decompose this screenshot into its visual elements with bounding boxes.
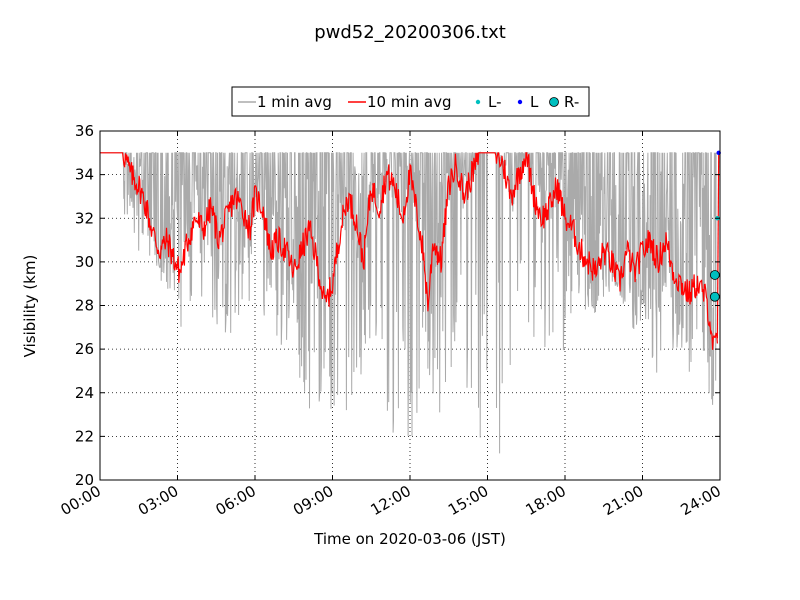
- y-tick-label: 32: [75, 209, 94, 227]
- plot-area: [99, 130, 721, 481]
- y-tick-label: 34: [75, 166, 94, 184]
- x-tick-label: 15:00: [445, 482, 491, 519]
- legend-label: L-: [488, 93, 502, 111]
- y-tick-label: 22: [75, 427, 94, 445]
- legend-box: [231, 86, 590, 117]
- legend-label: 10 min avg: [367, 93, 452, 111]
- y-tick-label: 24: [75, 384, 94, 402]
- y-tick-label: 30: [75, 253, 94, 271]
- series-line-1-min-avg: [100, 150, 717, 454]
- x-axis-label: Time on 2020-03-06 (JST): [313, 530, 506, 548]
- data-point-R-: [709, 291, 720, 302]
- y-tick-label: 20: [75, 471, 94, 489]
- legend-swatch: [475, 99, 481, 105]
- chart-title: pwd52_20200306.txt: [314, 22, 506, 43]
- legend-swatch: [517, 99, 523, 105]
- data-point-R-: [709, 270, 720, 280]
- legend-swatch: [549, 97, 559, 107]
- y-tick-label: 28: [75, 297, 94, 315]
- x-tick-label: 18:00: [523, 482, 569, 519]
- grid: [100, 131, 720, 480]
- legend-label: L: [530, 93, 539, 111]
- x-tick-label: 12:00: [368, 482, 414, 519]
- y-tick-label: 36: [75, 122, 94, 140]
- series-10-min-avg: [100, 152, 720, 350]
- x-tick-label: 24:00: [678, 482, 724, 519]
- x-tick-label: 06:00: [213, 482, 259, 519]
- y-tick-label: 26: [75, 340, 94, 358]
- y-axis: 20 22 24 26 28 30 32 34 36: [75, 122, 720, 489]
- series-1-min-avg: [100, 150, 717, 454]
- x-tick-label: 09:00: [290, 482, 336, 519]
- series-line-10-min-avg: [100, 152, 718, 350]
- series-markers: [709, 150, 721, 302]
- x-tick-label: 03:00: [135, 482, 181, 519]
- legend-label: R-: [564, 93, 579, 111]
- legend: 1 min avg 10 min avg L- L R-: [231, 86, 590, 117]
- x-tick-label: 21:00: [600, 482, 646, 519]
- y-axis-label: Visibility (km): [21, 255, 39, 358]
- series-line-10-min-avg-tail: [716, 152, 720, 339]
- legend-label: 1 min avg: [257, 93, 332, 111]
